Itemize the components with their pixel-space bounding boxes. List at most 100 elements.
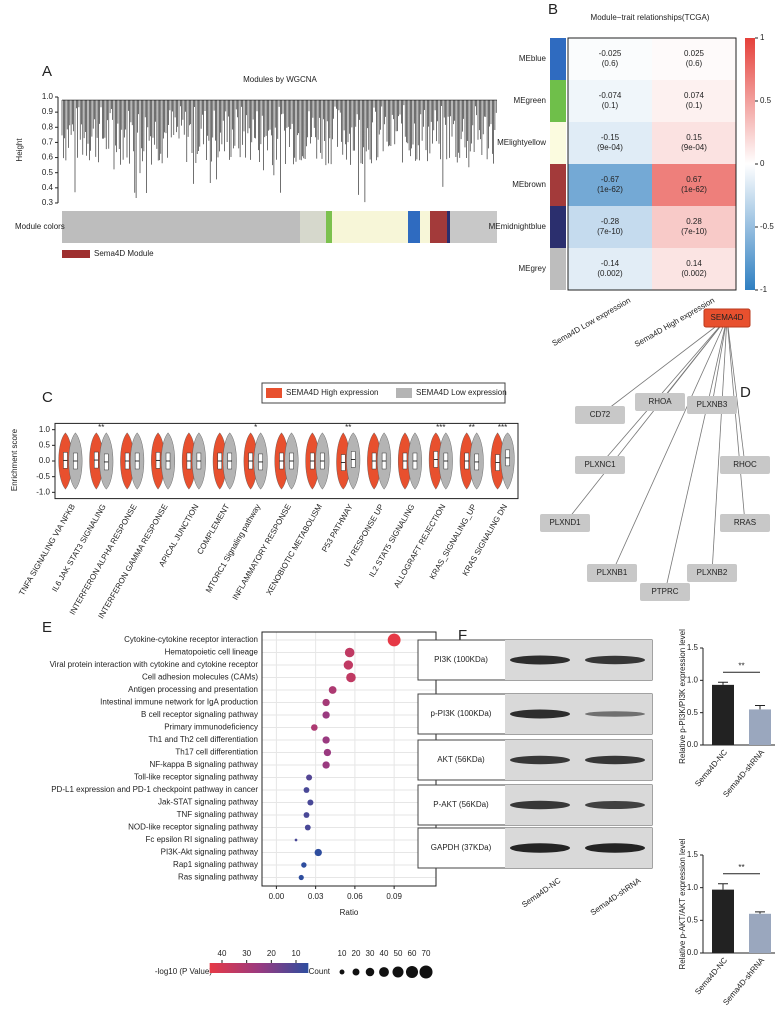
y-tick-label: Cell adhesion molecules (CAMs) [142, 673, 258, 682]
band [510, 709, 570, 719]
x-tick-label: INFLAMMATORY RESPONSE [231, 503, 293, 602]
band [510, 800, 570, 810]
y-tick-label: Th1 and Th2 cell differentiation [148, 735, 258, 744]
colorbar [745, 38, 755, 290]
cell-value: -0.074 [599, 91, 622, 100]
y-axis-label: Relative p-AKT/AKT expression level [678, 838, 687, 969]
cell-p: (0.002) [597, 269, 623, 278]
panel-label: B [548, 1, 558, 18]
x-axis-label: Ratio [340, 908, 359, 917]
chart-title: Module−trait relationships(TCGA) [591, 13, 710, 22]
error-bar [718, 883, 728, 890]
band [585, 801, 645, 809]
heatmap-cell [568, 164, 652, 206]
edge [611, 317, 728, 574]
y-tick-label: B cell receptor signaling pathway [141, 710, 258, 719]
dot [387, 633, 401, 647]
heatmap-cell [652, 38, 736, 80]
dot [323, 748, 332, 757]
colorbar-label: 10 [292, 949, 301, 958]
column-label: Sema4D Low expression [551, 296, 633, 348]
y-tick-label: PI3K-Akt signaling pathway [161, 848, 258, 857]
colorbar-label: 0.5 [760, 96, 772, 105]
dot [322, 711, 330, 719]
heatmap-cell [652, 206, 736, 248]
dot [301, 862, 307, 868]
error-bar [718, 681, 728, 685]
y-tick-label: Jak-STAT signaling pathway [158, 798, 258, 807]
heatmap-cell [568, 122, 652, 164]
x-tick-label: TNFA SIGNALING VIA NFKB [17, 503, 77, 598]
bar [749, 709, 771, 745]
y-tick-label: PD-L1 expression and PD-1 checkpoint pat… [51, 785, 258, 794]
y-tick-label: 1.0 [687, 883, 699, 892]
cell-p: (7e-10) [597, 227, 623, 236]
node [703, 308, 751, 328]
row-label: MEgrey [518, 264, 546, 273]
y-tick-label: 0.0 [39, 456, 51, 465]
y-tick-label: TNF signaling pathway [177, 810, 258, 819]
dot [306, 774, 313, 781]
dot [346, 672, 356, 683]
y-tick-label: Ras signaling pathway [178, 873, 258, 882]
edge [726, 317, 746, 524]
error-bar [755, 911, 765, 914]
band-label: p-PI3K (100KDa) [431, 709, 492, 718]
module-color [420, 211, 430, 243]
colorbar-label: -0.5 [760, 222, 774, 231]
x-tick-label: 0.03 [308, 892, 324, 901]
x-tick-label: 0.09 [386, 892, 402, 901]
band-label: PI3K (100KDa) [434, 655, 488, 664]
edge [711, 317, 728, 574]
band [585, 755, 645, 765]
node [720, 514, 770, 532]
y-axis-label: Height [15, 138, 24, 162]
y-tick-label: 0.0 [687, 740, 699, 749]
legend-title: -log10 (P Value) [155, 967, 212, 976]
heatmap-cell [568, 38, 652, 80]
cell-p: (0.6) [602, 59, 619, 68]
band [510, 755, 570, 765]
x-tick-label: Sema4D-NC [693, 748, 729, 789]
significance: *** [498, 423, 507, 432]
dot [307, 799, 314, 806]
row-color [550, 38, 566, 80]
legend-label: 50 [394, 949, 403, 958]
row-color [550, 122, 566, 164]
node [540, 514, 590, 532]
cell-p: (1e-62) [597, 185, 623, 194]
row-label: Module colors [15, 222, 65, 231]
panel-label: A [42, 63, 52, 80]
significance: *** [436, 423, 445, 432]
row-label: MElightyellow [497, 138, 546, 147]
y-tick-label: -0.5 [36, 472, 50, 481]
y-tick-label: 0.5 [39, 440, 51, 449]
dot [328, 686, 337, 694]
band [510, 843, 570, 853]
y-tick-label: Th17 cell differentiation [175, 748, 258, 757]
node-label: RHOC [733, 460, 757, 469]
cell-value: -0.025 [599, 49, 622, 58]
lane-label: Sema4D-shRNA [589, 876, 643, 918]
y-tick-label: Fc epsilon RI signaling pathway [145, 835, 258, 844]
band-label: GAPDH (37KDa) [431, 843, 492, 852]
legend-dot [352, 968, 360, 976]
colorbar-label: 20 [267, 949, 276, 958]
node [587, 564, 637, 582]
band [585, 843, 645, 853]
legend-label: 20 [352, 949, 361, 958]
y-axis-label: Enrichment score [10, 428, 19, 491]
node [640, 583, 690, 601]
colorbar-label: 1 [760, 33, 765, 42]
y-tick-label: Viral protein interaction with cytokine … [50, 660, 259, 669]
y-tick-label: 0.8 [42, 122, 54, 131]
cell-value: 0.074 [684, 91, 705, 100]
cell-value: -0.15 [601, 133, 620, 142]
bar [712, 889, 734, 953]
node-label: PLXNB3 [697, 400, 728, 409]
legend-label: 60 [408, 949, 417, 958]
legend-label: SEMA4D Low expression [416, 388, 507, 397]
y-tick-label: 0.0 [687, 948, 699, 957]
y-tick-label: 0.5 [687, 915, 699, 924]
row-label: MEmidnightblue [489, 222, 547, 231]
